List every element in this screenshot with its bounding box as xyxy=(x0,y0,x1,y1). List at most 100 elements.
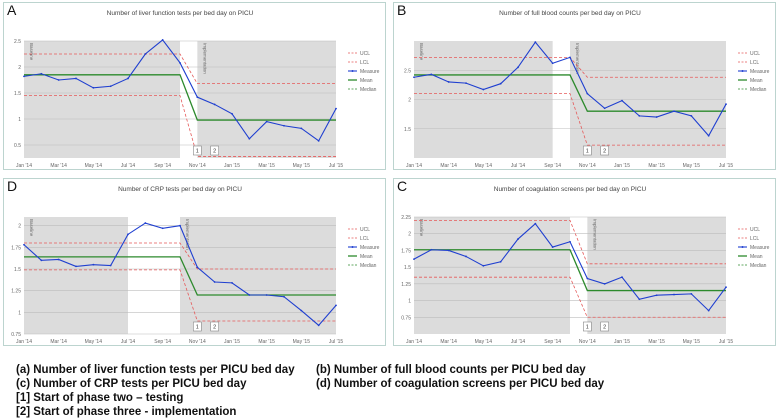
legend-label: Median xyxy=(750,263,767,269)
phase-shade xyxy=(180,217,336,334)
measure-point xyxy=(92,263,95,266)
phase-shade xyxy=(24,217,128,334)
measure-point xyxy=(569,240,571,243)
legend-label: Mean xyxy=(750,78,763,84)
x-tick-label: Jul '14 xyxy=(511,163,526,169)
caption-c: (c) Number of CRP tests per PICU bed day xyxy=(16,378,247,390)
measure-point xyxy=(638,298,641,301)
x-tick-label: Jul '15 xyxy=(719,163,734,169)
measure-point xyxy=(248,294,251,296)
legend-swatch-dot xyxy=(351,70,354,72)
x-tick-label: Jan '14 xyxy=(406,163,422,169)
x-tick-label: May '14 xyxy=(85,339,103,345)
measure-point xyxy=(430,248,433,251)
x-tick-label: Mar '15 xyxy=(258,163,275,169)
caption-phase-two: [1] Start of phase two – testing xyxy=(16,392,184,404)
legend-label: UCL xyxy=(360,227,370,233)
x-tick-label: Jul '14 xyxy=(511,339,526,345)
measure-point xyxy=(551,62,554,65)
measure-point xyxy=(231,112,233,115)
y-tick-label: 1 xyxy=(408,299,411,305)
y-tick-label: 1.5 xyxy=(14,267,21,273)
measure-point xyxy=(499,260,502,263)
measure-point xyxy=(517,66,519,69)
lcl-line xyxy=(414,93,726,146)
legend-label: Measure xyxy=(750,245,770,251)
phase-marker-label: 2 xyxy=(213,149,216,155)
x-tick-label: Mar '15 xyxy=(258,339,275,345)
measure-point xyxy=(673,293,675,296)
measure-point xyxy=(335,107,337,110)
y-tick-label: 2.5 xyxy=(404,68,411,74)
legend-label: Mean xyxy=(360,78,373,84)
measure-point xyxy=(231,281,233,284)
measure-point xyxy=(603,107,606,110)
y-tick-label: 2 xyxy=(18,65,21,71)
x-tick-label: Sep '14 xyxy=(154,163,171,169)
y-tick-label: 2.25 xyxy=(401,215,411,221)
y-tick-label: 2 xyxy=(408,98,411,104)
ucl-line xyxy=(24,242,336,270)
measure-point xyxy=(317,324,320,327)
x-tick-label: Mar '14 xyxy=(440,163,457,169)
mean-line xyxy=(414,249,726,292)
x-tick-label: Jul '15 xyxy=(719,339,734,345)
phase-shade xyxy=(197,41,336,158)
phase-marker-box xyxy=(210,145,219,156)
measure-point xyxy=(655,294,658,297)
ucl-line xyxy=(24,53,336,85)
x-tick-label: May '14 xyxy=(85,163,103,169)
phase-marker-box xyxy=(193,321,202,332)
y-tick-label: 1.5 xyxy=(404,127,411,133)
measure-point xyxy=(248,137,251,140)
x-tick-label: Jan '14 xyxy=(406,339,422,345)
y-tick-label: 0.75 xyxy=(11,332,21,338)
measure-point xyxy=(127,77,129,80)
y-tick-label: 2.5 xyxy=(14,39,21,45)
measure-point xyxy=(127,233,129,236)
measure-point xyxy=(109,85,112,88)
phase-marker-box xyxy=(583,321,592,332)
legend-label: Median xyxy=(750,87,767,93)
measure-point xyxy=(109,264,112,267)
chart-panel-a: Number of liver function tests per bed d… xyxy=(3,2,386,170)
lcl-line xyxy=(24,95,336,157)
x-tick-label: May '15 xyxy=(293,339,311,345)
x-tick-label: Jan '15 xyxy=(224,339,240,345)
measure-point xyxy=(447,81,450,83)
legend-swatch-dot xyxy=(351,246,354,248)
measure-point xyxy=(482,264,485,267)
measure-point xyxy=(265,294,268,296)
chart-title: Number of CRP tests per bed day on PICU xyxy=(118,186,242,193)
phase-shade xyxy=(414,217,570,334)
measure-point xyxy=(690,114,693,117)
phase-marker-box xyxy=(583,145,592,156)
legend-label: LCL xyxy=(360,236,369,242)
y-tick-label: 1.75 xyxy=(11,245,21,251)
measure-point xyxy=(465,255,467,258)
x-tick-label: Jan '15 xyxy=(614,339,630,345)
x-tick-label: May '15 xyxy=(293,163,311,169)
measure-point xyxy=(603,282,606,285)
y-tick-label: 2 xyxy=(408,232,411,238)
measure-point xyxy=(447,249,450,252)
y-tick-label: 1.5 xyxy=(14,91,21,97)
measure-point xyxy=(213,281,216,283)
x-tick-label: Mar '15 xyxy=(648,163,665,169)
measure-point xyxy=(40,72,43,75)
measure-point xyxy=(57,79,60,81)
phase-label-implementation: Implementation xyxy=(185,219,190,250)
x-tick-label: Jan '15 xyxy=(224,163,240,169)
measure-point xyxy=(499,82,502,85)
measure-point xyxy=(179,224,181,227)
y-tick-label: 0.5 xyxy=(14,143,21,149)
x-tick-label: May '15 xyxy=(683,163,701,169)
legend-label: Measure xyxy=(360,245,380,251)
mean-line xyxy=(414,74,726,112)
y-tick-label: 1.75 xyxy=(401,248,411,254)
measure-point xyxy=(707,134,710,137)
phase-label-baseline: Baseline xyxy=(419,219,424,237)
measure-point xyxy=(213,103,216,106)
x-tick-label: May '14 xyxy=(475,163,493,169)
x-tick-label: Jan '14 xyxy=(16,163,32,169)
